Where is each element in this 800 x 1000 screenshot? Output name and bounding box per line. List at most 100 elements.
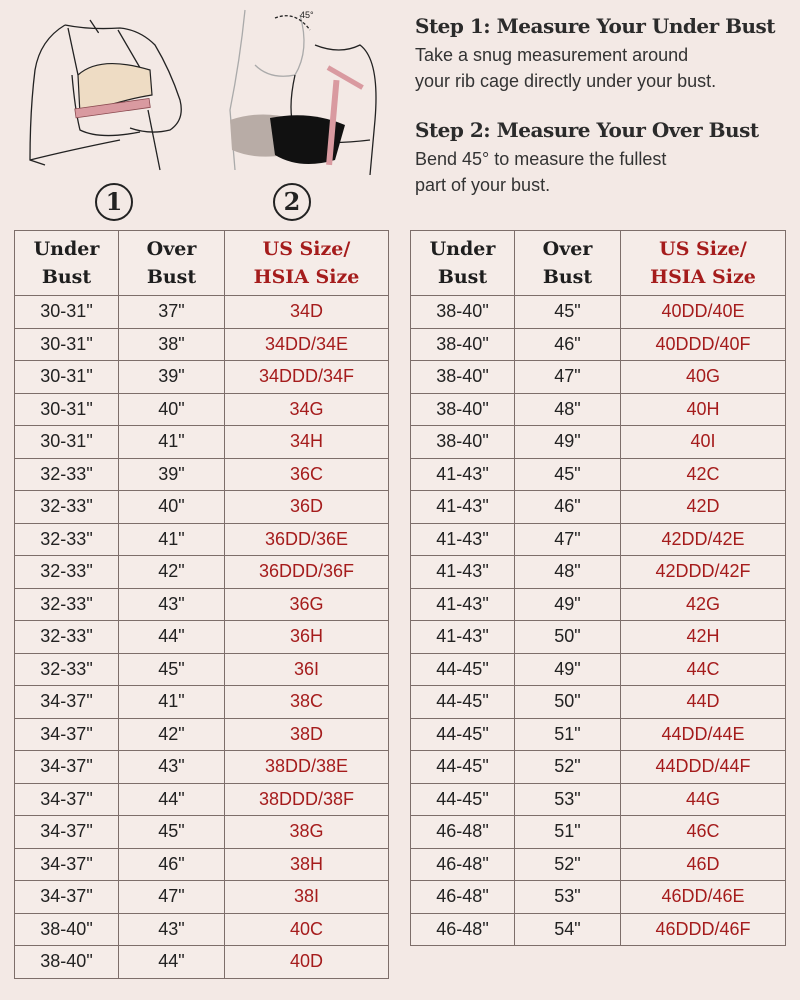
over-bust-cell: 43" [118,587,225,621]
over-bust-cell: 48" [514,392,621,426]
us-size-cell: 40D [224,945,389,979]
over-bust-cell: 45" [118,815,225,849]
over-bust-cell: 47" [118,880,225,914]
step-1-number: 1 [95,183,133,221]
under-bust-cell: 44-45" [410,750,515,784]
step-2-number: 2 [273,183,311,221]
header-over-bust: Over Bust [514,230,621,296]
over-bust-cell: 47" [514,360,621,394]
step-1-title: Step 1: Measure Your Under Bust [415,14,776,38]
table-row: 30-31" 40" 34G [14,392,389,426]
over-bust-cell: 39" [118,360,225,394]
over-bust-cell: 46" [514,327,621,361]
under-bust-cell: 38-40" [14,912,119,946]
table-row: 32-33" 40" 36D [14,490,389,524]
over-bust-cell: 45" [514,457,621,491]
us-size-cell: 42DD/42E [620,522,786,556]
over-bust-cell: 48" [514,555,621,589]
header-under-bust: Under Bust [410,230,515,296]
over-bust-cell: 52" [514,750,621,784]
us-size-cell: 42G [620,587,786,621]
header-us-size: US Size/ HSIA Size [224,230,389,296]
over-bust-cell: 44" [118,782,225,816]
under-bust-cell: 46-48" [410,912,515,946]
angle-label: 45° [300,10,314,20]
under-bust-cell: 30-31" [14,360,119,394]
under-bust-cell: 38-40" [410,327,515,361]
over-bust-cell: 37" [118,295,225,329]
table-row: 30-31" 37" 34D [14,295,389,329]
over-bust-cell: 49" [514,425,621,459]
us-size-cell: 40H [620,392,786,426]
over-bust-cell: 50" [514,685,621,719]
under-bust-cell: 41-43" [410,457,515,491]
us-size-cell: 34D [224,295,389,329]
us-size-cell: 46D [620,847,786,881]
us-size-cell: 34DDD/34F [224,360,389,394]
table-row: 38-40" 49" 40I [410,425,786,459]
under-bust-cell: 34-37" [14,847,119,881]
under-bust-cell: 32-33" [14,490,119,524]
table-row: 32-33" 45" 36I [14,652,389,686]
table-row: 38-40" 45" 40DD/40E [410,295,786,329]
us-size-cell: 36I [224,652,389,686]
table-row: 41-43" 49" 42G [410,587,786,621]
table-row: 41-43" 50" 42H [410,620,786,654]
table-row: 34-37" 45" 38G [14,815,389,849]
us-size-cell: 38DDD/38F [224,782,389,816]
under-bust-cell: 38-40" [410,425,515,459]
over-bust-cell: 51" [514,717,621,751]
us-size-cell: 36D [224,490,389,524]
us-size-cell: 40I [620,425,786,459]
under-bust-cell: 46-48" [410,815,515,849]
table-row: 46-48" 53" 46DD/46E [410,880,786,914]
table-row: 32-33" 43" 36G [14,587,389,621]
step-2-title: Step 2: Measure Your Over Bust [415,118,759,142]
table-row: 41-43" 46" 42D [410,490,786,524]
over-bust-cell: 41" [118,425,225,459]
us-size-cell: 44DD/44E [620,717,786,751]
under-bust-cell: 41-43" [410,522,515,556]
under-bust-cell: 38-40" [410,392,515,426]
us-size-cell: 36DDD/36F [224,555,389,589]
table-row: 46-48" 51" 46C [410,815,786,849]
table-row: 46-48" 54" 46DDD/46F [410,912,786,946]
us-size-cell: 36DD/36E [224,522,389,556]
under-bust-cell: 34-37" [14,815,119,849]
under-bust-cell: 44-45" [410,717,515,751]
table-row: 41-43" 47" 42DD/42E [410,522,786,556]
under-bust-cell: 34-37" [14,880,119,914]
under-bust-cell: 46-48" [410,847,515,881]
us-size-cell: 46DDD/46F [620,912,786,946]
under-bust-cell: 32-33" [14,620,119,654]
over-bust-cell: 39" [118,457,225,491]
under-bust-cell: 34-37" [14,750,119,784]
us-size-cell: 44DDD/44F [620,750,786,784]
under-bust-cell: 34-37" [14,685,119,719]
step-2-text: Bend 45° to measure the fullest part of … [415,149,667,195]
us-size-cell: 46DD/46E [620,880,786,914]
over-bust-cell: 41" [118,522,225,556]
over-bust-cell: 45" [514,295,621,329]
under-bust-cell: 38-40" [410,295,515,329]
over-bust-cell: 47" [514,522,621,556]
table-row: 30-31" 39" 34DDD/34F [14,360,389,394]
table-row: 34-37" 47" 38I [14,880,389,914]
over-bust-cell: 53" [514,782,621,816]
under-bust-cell: 41-43" [410,555,515,589]
under-bust-cell: 41-43" [410,490,515,524]
under-bust-cell: 30-31" [14,295,119,329]
table-row: 44-45" 53" 44G [410,782,786,816]
under-bust-cell: 32-33" [14,522,119,556]
us-size-cell: 40DDD/40F [620,327,786,361]
over-bust-cell: 38" [118,327,225,361]
table-row: 34-37" 43" 38DD/38E [14,750,389,784]
over-bust-cell: 53" [514,880,621,914]
under-bust-cell: 34-37" [14,717,119,751]
us-size-cell: 38G [224,815,389,849]
us-size-cell: 38C [224,685,389,719]
measuring-illustrations: 45° [29,9,377,176]
header-over-bust: Over Bust [118,230,225,296]
over-bust-cell: 52" [514,847,621,881]
step-1-text: Take a snug measurement around your rib … [415,45,717,91]
